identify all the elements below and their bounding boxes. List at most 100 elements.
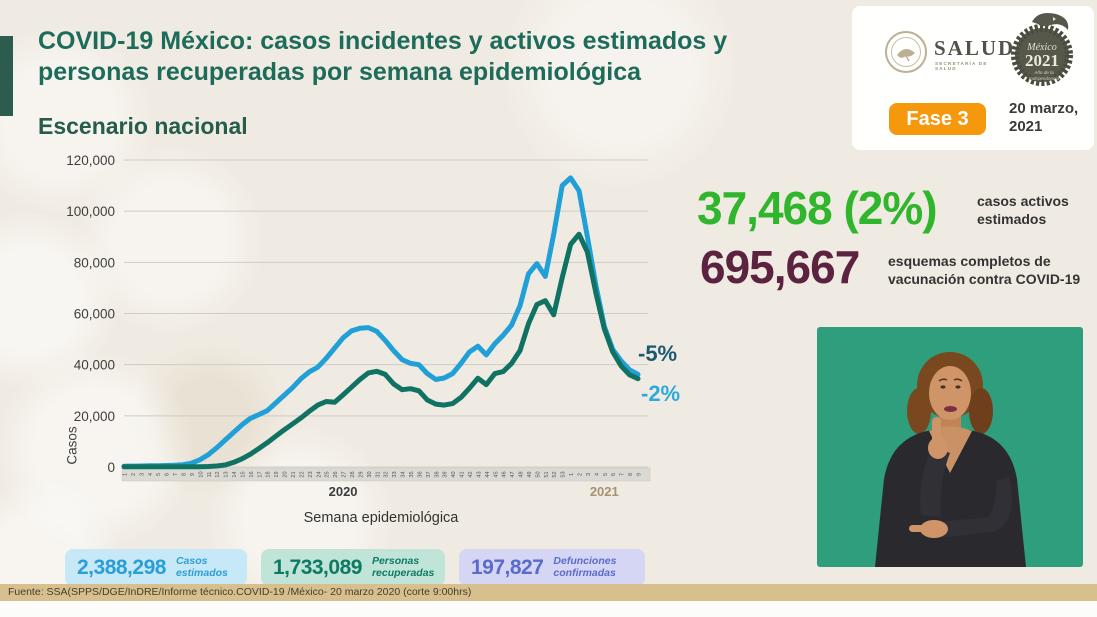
mexico-logo-script: México (1026, 42, 1056, 53)
svg-text:42: 42 (468, 471, 474, 477)
svg-text:25: 25 (325, 471, 331, 477)
svg-text:48: 48 (519, 471, 525, 477)
svg-text:23: 23 (308, 471, 314, 477)
svg-text:26: 26 (333, 471, 339, 477)
kpi-active-cases-label: casos activos estimados (977, 193, 1069, 227)
svg-text:17: 17 (257, 471, 263, 477)
svg-text:39: 39 (443, 471, 449, 477)
svg-text:35: 35 (409, 471, 415, 477)
svg-text:40,000: 40,000 (74, 358, 115, 373)
svg-text:12: 12 (215, 471, 221, 477)
svg-text:9: 9 (637, 473, 643, 476)
svg-text:7: 7 (620, 473, 626, 476)
svg-text:43: 43 (476, 471, 482, 477)
svg-text:6: 6 (165, 473, 171, 476)
interpreter-figure (817, 327, 1083, 567)
svg-text:4: 4 (594, 473, 600, 476)
svg-text:24: 24 (316, 471, 322, 477)
svg-text:53: 53 (561, 471, 567, 477)
svg-text:9: 9 (190, 473, 196, 476)
phase-badge: Fase 3 (889, 103, 986, 135)
svg-text:10: 10 (198, 471, 204, 477)
svg-text:Independencia: Independencia (1029, 76, 1060, 81)
chart-annotation-minus5: -5% (638, 341, 678, 366)
chart-y-axis-label: Casos (64, 426, 80, 465)
kpi-active-cases-value: 37,468 (2%) (697, 182, 938, 234)
svg-text:7: 7 (173, 473, 179, 476)
page-title-line2: personas recuperadas por semana epidemio… (38, 57, 642, 86)
svg-text:1: 1 (569, 473, 575, 476)
svg-text:3: 3 (586, 473, 592, 476)
svg-text:50: 50 (535, 471, 541, 477)
svg-text:18: 18 (266, 471, 272, 477)
svg-text:45: 45 (493, 471, 499, 477)
summary-box-estimated-cases: 2,388,298 Casos estimados (65, 549, 247, 586)
svg-text:37: 37 (426, 471, 432, 477)
mexico-2021-logo: México 2021 Año de la Independencia (1011, 13, 1073, 86)
svg-text:21: 21 (291, 471, 297, 477)
svg-text:31: 31 (375, 471, 381, 477)
svg-text:46: 46 (502, 471, 508, 477)
mexico-logo-sub: Año de la (1033, 70, 1054, 75)
svg-text:Semana epidemiológica: Semana epidemiológica (304, 510, 460, 526)
svg-text:16: 16 (249, 471, 255, 477)
svg-text:36: 36 (417, 471, 423, 477)
svg-text:2: 2 (578, 473, 584, 476)
svg-text:19: 19 (274, 471, 280, 477)
salud-logo-word: SALUD (934, 36, 1016, 60)
svg-text:44: 44 (485, 471, 491, 477)
svg-text:29: 29 (358, 471, 364, 477)
svg-text:33: 33 (392, 471, 398, 477)
svg-text:22: 22 (299, 471, 305, 477)
svg-text:11: 11 (207, 472, 213, 478)
svg-text:6: 6 (611, 473, 617, 476)
svg-text:52: 52 (552, 471, 558, 477)
svg-text:47: 47 (510, 471, 516, 477)
svg-text:32: 32 (384, 471, 390, 477)
svg-text:60,000: 60,000 (74, 307, 115, 322)
summary-label: Personas recuperadas (371, 554, 435, 579)
summary-box-deaths: 197,827 Defunciones confirmadas (459, 549, 645, 586)
svg-text:38: 38 (434, 471, 440, 477)
salud-logo: SALUD SECRETARÍA DE SALUD (884, 28, 1013, 78)
kpi-vaccination-label: esquemas completos de vacunación contra … (888, 253, 1081, 287)
svg-text:51: 51 (544, 471, 550, 477)
salud-seal-icon (885, 31, 927, 73)
kpi-vaccination-value: 695,667 (700, 241, 860, 293)
chart-annotation-minus2: -2% (641, 381, 681, 406)
svg-text:20,000: 20,000 (74, 409, 115, 424)
bottom-strip (0, 601, 1097, 617)
summary-label: Casos estimados (175, 554, 228, 579)
page-title-line1: COVID-19 México: casos incidentes y acti… (38, 27, 728, 55)
svg-text:120,000: 120,000 (66, 153, 115, 168)
svg-text:3: 3 (139, 473, 145, 476)
svg-text:4: 4 (148, 473, 154, 476)
svg-text:8: 8 (181, 473, 187, 476)
svg-text:28: 28 (350, 471, 356, 477)
svg-text:100,000: 100,000 (66, 204, 115, 219)
svg-text:2: 2 (131, 473, 137, 476)
svg-text:40: 40 (451, 471, 457, 477)
summary-value: 1,733,089 (273, 555, 362, 579)
svg-text:5: 5 (156, 473, 162, 476)
epidemic-week-chart: Casos 0 20,000 40,000 60,000 80,000 100,000 12… (40, 148, 700, 538)
svg-text:34: 34 (401, 471, 407, 477)
svg-text:14: 14 (232, 471, 238, 477)
svg-text:27: 27 (342, 471, 348, 477)
summary-value: 197,827 (471, 555, 544, 579)
svg-text:15: 15 (240, 471, 246, 477)
svg-text:5: 5 (603, 473, 609, 476)
summary-box-recovered: 1,733,089 Personas recuperadas (261, 549, 445, 586)
svg-text:20: 20 (283, 471, 289, 477)
summary-value: 2,388,298 (77, 555, 166, 579)
summary-label: Defunciones confirmadas (553, 554, 617, 579)
svg-text:41: 41 (460, 471, 466, 477)
chart-canvas: 0 20,000 40,000 60,000 80,000 100,000 120,000 1… (66, 153, 651, 526)
svg-text:80,000: 80,000 (74, 255, 115, 270)
mexico-logo-year: 2021 (1025, 51, 1059, 70)
svg-text:30: 30 (367, 471, 373, 477)
svg-text:2021: 2021 (590, 484, 619, 499)
salud-logo-subtitle: SECRETARÍA DE SALUD (935, 61, 988, 71)
svg-text:13: 13 (224, 471, 230, 477)
